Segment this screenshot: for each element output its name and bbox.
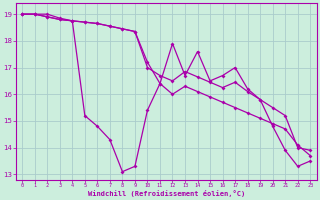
X-axis label: Windchill (Refroidissement éolien,°C): Windchill (Refroidissement éolien,°C) <box>88 190 245 197</box>
